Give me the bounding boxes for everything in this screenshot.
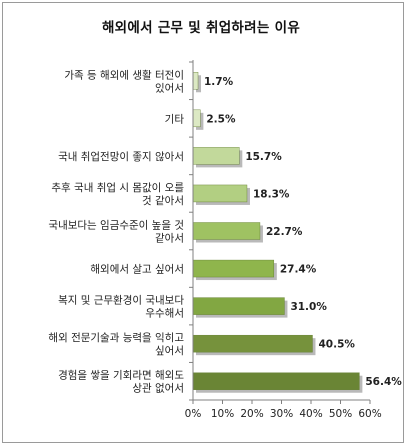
category-label: 상관 없어서 (132, 382, 184, 395)
bar-value-label: 18.3% (253, 188, 290, 200)
category-label: 우수해서 (145, 307, 184, 320)
bar (192, 297, 285, 315)
bar (192, 72, 199, 90)
bar (192, 259, 275, 278)
category-label: 복지 및 근무환경이 국내보다 (58, 294, 184, 307)
category-label: 경험을 쌓을 기회라면 해외도 (58, 369, 184, 382)
bar (192, 109, 201, 128)
category-label: 가족 등 해외에 생활 터전이 (64, 68, 184, 81)
bar (192, 147, 240, 165)
x-tick-label: 60% (358, 408, 381, 420)
bar-value-label: 31.0% (290, 301, 327, 313)
bar-value-label: 40.5% (318, 339, 355, 351)
bar-value-label: 2.5% (206, 113, 236, 125)
x-tick-label: 0% (185, 408, 202, 420)
x-tick-label: 10% (211, 408, 234, 420)
category-label: 국내 취업전망이 좋지 않아서 (58, 150, 184, 163)
bar (192, 372, 360, 390)
bar-value-label: 15.7% (245, 151, 282, 163)
category-label: 기타 (165, 113, 185, 125)
x-tick-label: 40% (299, 408, 322, 420)
category-label: 있어서 (155, 82, 184, 94)
bar-shadow (196, 75, 202, 93)
bar (192, 222, 261, 240)
chart-title: 해외에서 근무 및 취업하려는 이유 (101, 20, 301, 36)
category-label: 것 같아서 (142, 195, 184, 207)
bar (192, 184, 248, 203)
bar-value-label: 1.7% (204, 76, 234, 88)
x-tick-label: 20% (240, 408, 263, 420)
category-label: 국내보다는 임금수준이 높을 것 (48, 219, 184, 232)
bar-value-label: 27.4% (280, 264, 317, 276)
category-label: 싶어서 (155, 345, 184, 357)
x-tick-label: 50% (329, 408, 352, 420)
category-label: 해외에서 살고 싶어서 (90, 263, 184, 276)
category-label: 해외 전문기술과 능력을 익히고 (48, 331, 184, 344)
bar-value-label: 56.4% (365, 376, 402, 388)
category-label: 추후 국내 취업 시 몸값이 오를 (51, 181, 184, 194)
bar-value-label: 22.7% (266, 226, 303, 238)
bar (192, 334, 313, 353)
category-label: 같아서 (155, 233, 184, 245)
x-tick-label: 30% (270, 408, 293, 420)
